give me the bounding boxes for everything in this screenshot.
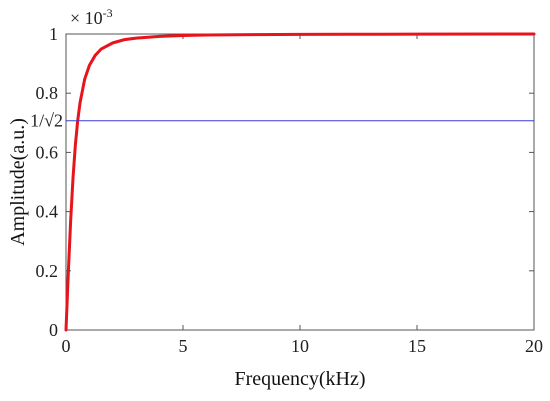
x-axis-label: Frequency(kHz) <box>234 368 365 390</box>
y-multiplier-label: × 10-3 <box>70 6 113 28</box>
axis-ticks <box>65 33 535 331</box>
y-tick-label: 0 <box>49 320 58 340</box>
y-tick-label: 0.8 <box>36 83 59 103</box>
x-tick-label: 0 <box>62 336 71 356</box>
tick-labels: 0 5 10 15 20 0 0.2 0.4 0.6 0.8 1 <box>36 24 544 356</box>
x-tick-label: 5 <box>179 336 188 356</box>
reference-level-label: 1/√2 <box>30 111 63 131</box>
y-tick-label: 0.6 <box>36 142 59 162</box>
y-multiplier-exponent: -3 <box>103 6 113 20</box>
x-tick-label: 10 <box>291 336 309 356</box>
x-tick-label: 15 <box>408 336 426 356</box>
x-tick-label: 20 <box>525 336 543 356</box>
y-tick-label: 0.4 <box>36 202 59 222</box>
response-curve <box>64 32 536 332</box>
y-tick-label: 1 <box>49 24 58 44</box>
y-tick-label: 0.2 <box>36 261 59 281</box>
y-axis-label: Amplitude(a.u.) <box>7 118 29 246</box>
plot-frame <box>65 33 535 331</box>
series-group <box>64 32 536 332</box>
